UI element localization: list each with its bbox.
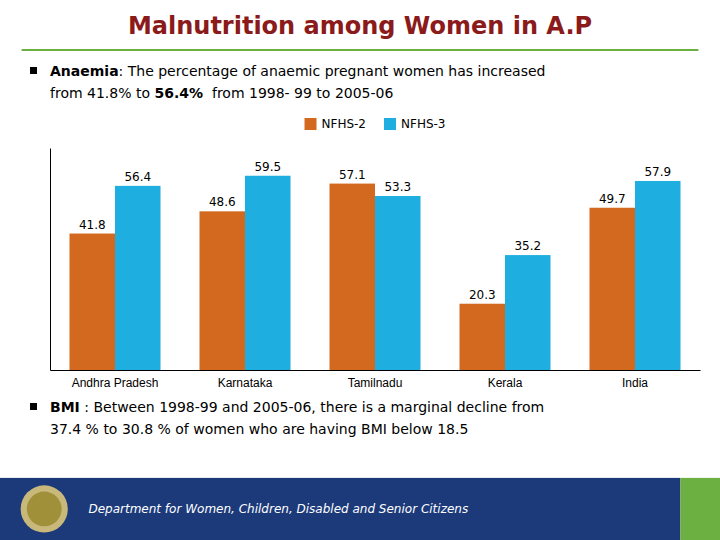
x-tick-label: Andhra Pradesh bbox=[72, 376, 159, 390]
annotation: from 41.8% to bbox=[50, 85, 154, 101]
bar bbox=[460, 304, 506, 370]
bars bbox=[70, 176, 681, 370]
legend-item: NFHS-2 bbox=[305, 117, 366, 131]
legend-label: NFHS-2 bbox=[322, 117, 366, 131]
annotation: BMI bbox=[50, 399, 80, 415]
annotation: Anaemia bbox=[50, 63, 119, 79]
footer-strip bbox=[680, 478, 720, 540]
x-tick-label: Tamilnadu bbox=[348, 376, 403, 390]
bar bbox=[115, 186, 161, 370]
annotation: Department for Women, Children, Disabled… bbox=[88, 501, 468, 515]
data-label: 57.1 bbox=[339, 168, 366, 182]
x-tick: Andhra Pradesh bbox=[72, 370, 159, 390]
data-label: 20.3 bbox=[469, 288, 496, 302]
annotation: : The percentage of anaemic pregnant wom… bbox=[119, 63, 546, 79]
bar bbox=[330, 184, 376, 370]
x-tick-label: India bbox=[622, 376, 648, 390]
legend-item: NFHS-3 bbox=[384, 117, 445, 131]
annotation-line: BMI : Between 1998-99 and 2005-06, there… bbox=[50, 399, 544, 415]
data-label: 56.4 bbox=[124, 170, 151, 184]
y-axis bbox=[50, 149, 51, 371]
x-tick: India bbox=[622, 370, 648, 390]
title: Malnutrition among Women in A.P bbox=[128, 12, 592, 40]
accent-line bbox=[22, 49, 699, 51]
legend-swatch bbox=[305, 118, 317, 130]
x-axis-line bbox=[51, 370, 701, 371]
legend: NFHS-2 NFHS-3 bbox=[305, 117, 446, 131]
legend-swatch bbox=[384, 118, 396, 130]
data-label: 53.3 bbox=[384, 180, 411, 194]
bullet bbox=[30, 403, 37, 410]
plot: 41.8 48.6 57.1 20.3 49.7 56.4 59.5 53.3 35.2 57.9… bbox=[51, 149, 701, 391]
bar bbox=[505, 255, 551, 370]
footer-logo-inner bbox=[27, 492, 62, 527]
chart: Malnutrition among Women in A.PAnaemia: … bbox=[0, 0, 720, 540]
data-label: 48.6 bbox=[209, 195, 236, 209]
annotation-line: 37.4 % to 30.8 % of women who are having… bbox=[50, 421, 468, 437]
data-label: 59.5 bbox=[254, 160, 281, 174]
x-tick: Tamilnadu bbox=[348, 370, 403, 390]
bar bbox=[200, 211, 246, 370]
footer-bg bbox=[0, 478, 680, 540]
annotation: from 1998- 99 to 2005-06 bbox=[203, 85, 393, 101]
bar bbox=[635, 181, 681, 370]
annotation: 37.4 % to 30.8 % of women who are having… bbox=[50, 421, 468, 437]
data-label: 49.7 bbox=[599, 192, 626, 206]
bar bbox=[590, 208, 636, 370]
x-tick-label: Kerala bbox=[488, 376, 523, 390]
legend-label: NFHS-3 bbox=[401, 117, 445, 131]
annotation-line: from 41.8% to 56.4% from 1998- 99 to 200… bbox=[50, 85, 393, 101]
bullet bbox=[30, 67, 37, 74]
bar bbox=[70, 234, 116, 370]
data-label: 35.2 bbox=[514, 239, 541, 253]
data-label: 41.8 bbox=[79, 218, 106, 232]
bar bbox=[375, 196, 421, 370]
x-axis: Andhra Pradesh Karnataka Tamilnadu Kerala In… bbox=[51, 370, 701, 390]
data-labels: 41.8 48.6 57.1 20.3 49.7 56.4 59.5 53.3 35.2 57.9 bbox=[79, 160, 671, 302]
annotation: : Between 1998-99 and 2005-06, there is … bbox=[80, 399, 544, 415]
annotation: 56.4% bbox=[154, 85, 203, 101]
footer-logo bbox=[21, 485, 68, 532]
x-tick-label: Karnataka bbox=[218, 376, 273, 390]
annotation-line: Anaemia: The percentage of anaemic pregn… bbox=[50, 63, 545, 79]
x-tick: Karnataka bbox=[218, 370, 273, 390]
bar bbox=[245, 176, 291, 370]
x-tick: Kerala bbox=[488, 370, 523, 390]
footer-text: Department for Women, Children, Disabled… bbox=[88, 501, 468, 515]
y-axis-line bbox=[50, 149, 51, 371]
data-label: 57.9 bbox=[644, 165, 671, 179]
